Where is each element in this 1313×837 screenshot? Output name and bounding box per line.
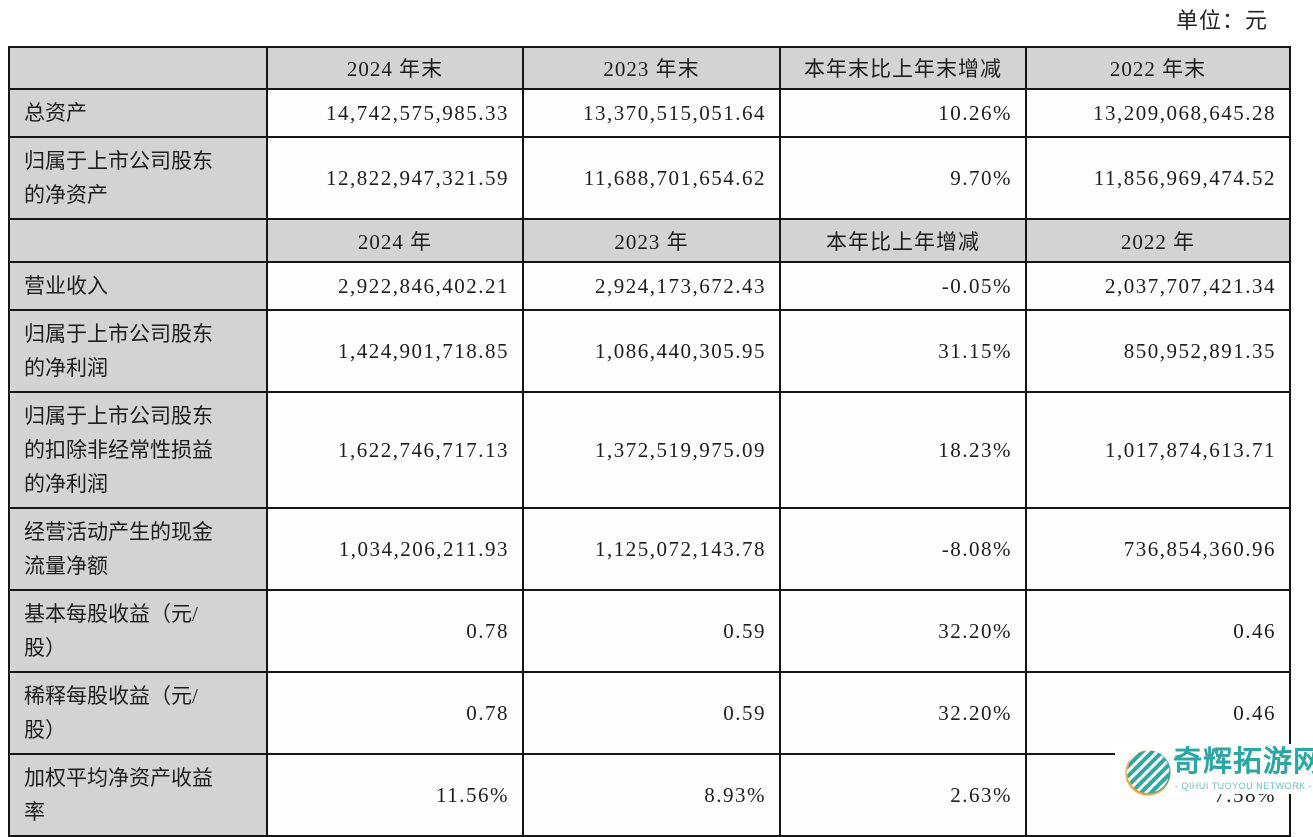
- header-cell: 2023 年末: [522, 46, 781, 90]
- watermark: 奇辉拓游网 - QIHUI TUOYOU NETWORK -: [1115, 744, 1313, 796]
- row-label: 基本每股收益（元/股）: [8, 589, 268, 674]
- row-label: 稀释每股收益（元/股）: [8, 671, 268, 756]
- header-cell: 2022 年: [1025, 218, 1291, 264]
- table-row: 稀释每股收益（元/股） 0.78 0.59 32.20% 0.46: [8, 671, 1291, 756]
- row-label: 归属于上市公司股东的净资产: [8, 136, 268, 221]
- cell-value: 0.78: [266, 589, 524, 674]
- cell-value: 32.20%: [779, 589, 1027, 674]
- cell-value: 2,922,846,402.21: [266, 261, 524, 312]
- header-cell: 本年末比上年末增减: [779, 46, 1027, 90]
- cell-value: 2.63%: [779, 753, 1027, 837]
- row-label: 营业收入: [8, 261, 268, 312]
- cell-value: 1,622,746,717.13: [266, 391, 524, 510]
- cell-value: 11.56%: [266, 753, 524, 837]
- cell-value: 2,037,707,421.34: [1025, 261, 1291, 312]
- cell-value: 2,924,173,672.43: [522, 261, 781, 312]
- cell-value: 32.20%: [779, 671, 1027, 756]
- unit-label: 单位：元: [1175, 8, 1268, 33]
- cell-value: 1,125,072,143.78: [522, 507, 781, 592]
- table-row: 归属于上市公司股东的净利润 1,424,901,718.85 1,086,440,3…: [8, 309, 1291, 394]
- watermark-title: 奇辉拓游网: [1173, 746, 1313, 778]
- cell-value: 18.23%: [779, 391, 1027, 510]
- table-row: 归属于上市公司股东的净资产 12,822,947,321.59 11,688,701…: [8, 136, 1291, 221]
- cell-value: 850,952,891.35: [1025, 309, 1291, 394]
- cell-value: 13,370,515,051.64: [522, 87, 781, 139]
- header-cell: 2024 年末: [266, 46, 524, 90]
- cell-value: 1,086,440,305.95: [522, 309, 781, 394]
- table-row: 总资产 14,742,575,985.33 13,370,515,051.64 10.…: [8, 87, 1291, 139]
- header-empty-cell: [8, 218, 268, 264]
- cell-value: 1,372,519,975.09: [522, 391, 781, 510]
- cell-value: 10.26%: [779, 87, 1027, 139]
- row-label: 总资产: [8, 87, 268, 139]
- cell-value: 31.15%: [779, 309, 1027, 394]
- row-label: 归属于上市公司股东的扣除非经常性损益的净利润: [8, 391, 268, 510]
- table-header-row: 2024 年末 2023 年末 本年末比上年末增减 2022 年末: [8, 46, 1291, 90]
- cell-value: 9.70%: [779, 136, 1027, 221]
- header-cell: 2023 年: [522, 218, 781, 264]
- table-row: 归属于上市公司股东的扣除非经常性损益的净利润 1,622,746,717.13 1,…: [8, 391, 1291, 510]
- cell-value: 13,209,068,645.28: [1025, 87, 1291, 139]
- header-cell: 本年比上年增减: [779, 218, 1027, 264]
- cell-value: -8.08%: [779, 507, 1027, 592]
- header-empty-cell: [8, 46, 268, 90]
- cell-value: 11,856,969,474.52: [1025, 136, 1291, 221]
- table-header-row: 2024 年 2023 年本年比上年增减 2022 年: [8, 218, 1291, 264]
- table-row: 营业收入 2,922,846,402.21 2,924,173,672.43 -0.0…: [8, 261, 1291, 312]
- table-row: 基本每股收益（元/股） 0.78 0.59 32.20% 0.46: [8, 589, 1291, 674]
- cell-value: 1,017,874,613.71: [1025, 391, 1291, 510]
- header-cell: 2022 年末: [1025, 46, 1291, 90]
- cell-value: 0.46: [1025, 589, 1291, 674]
- watermark-logo-icon: [1125, 750, 1171, 796]
- cell-value: 0.59: [522, 671, 781, 756]
- table-row: 经营活动产生的现金流量净额 1,034,206,211.93 1,125,072,1…: [8, 507, 1291, 592]
- cell-value: 1,034,206,211.93: [266, 507, 524, 592]
- row-label: 经营活动产生的现金流量净额: [8, 507, 268, 592]
- financial-summary-table: 2024 年末 2023 年末 本年末比上年末增减 2022 年末 总资产 14,742,…: [8, 46, 1291, 837]
- cell-value: 0.59: [522, 589, 781, 674]
- cell-value: 0.46: [1025, 671, 1291, 756]
- table-row: 加权平均净资产收益率 11.56% 8.93% 2.63% 7.58%: [8, 753, 1291, 837]
- header-cell: 2024 年: [266, 218, 524, 264]
- row-label: 加权平均净资产收益率: [8, 753, 268, 837]
- row-label: 归属于上市公司股东的净利润: [8, 309, 268, 394]
- cell-value: 8.93%: [522, 753, 781, 837]
- page: 单位：元 2024 年末 2023 年末 本年末比上年末增减 2022 年末 总资产 14…: [8, 8, 1313, 837]
- cell-value: 0.78: [266, 671, 524, 756]
- cell-value: 11,688,701,654.62: [522, 136, 781, 221]
- watermark-subtitle: - QIHUI TUOYOU NETWORK -: [1174, 781, 1313, 791]
- cell-value: 1,424,901,718.85: [266, 309, 524, 394]
- cell-value: 12,822,947,321.59: [266, 136, 524, 221]
- cell-value: 14,742,575,985.33: [266, 87, 524, 139]
- cell-value: 736,854,360.96: [1025, 507, 1291, 592]
- cell-value: -0.05%: [779, 261, 1027, 312]
